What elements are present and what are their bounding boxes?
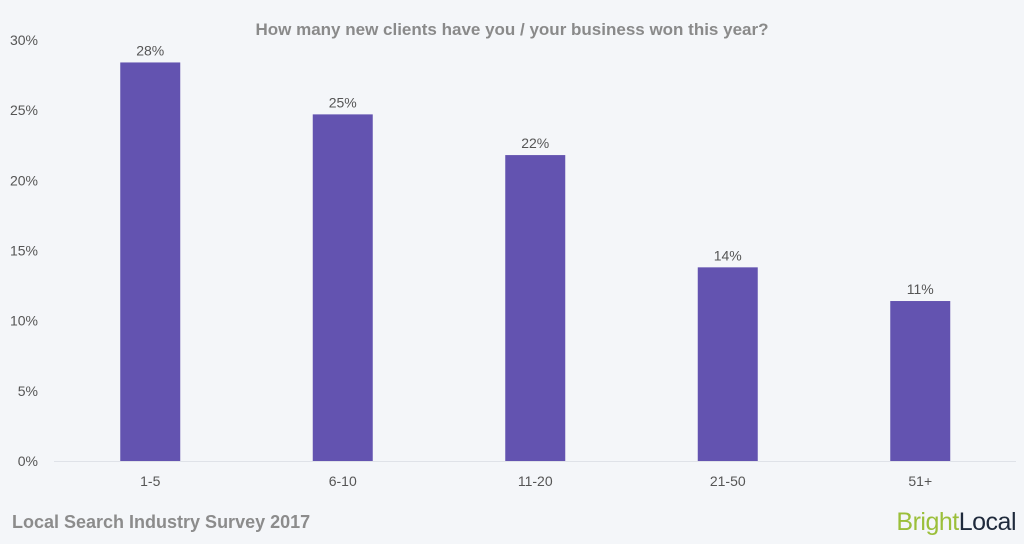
- y-tick-label: 10%: [10, 313, 38, 329]
- y-tick-label: 25%: [10, 102, 38, 118]
- bar-6-10: [312, 114, 373, 462]
- bar-1-5: [120, 62, 181, 461]
- data-label: 28%: [136, 42, 164, 58]
- x-tick-label: 21-50: [710, 473, 746, 489]
- brightlocal-logo: BrightLocal: [896, 508, 1016, 536]
- x-tick-label: 1-5: [140, 473, 160, 489]
- bar-21-50: [697, 267, 758, 461]
- survey-source: Local Search Industry Survey 2017: [12, 512, 311, 532]
- data-label: 25%: [329, 94, 357, 110]
- y-tick-label: 5%: [18, 383, 38, 399]
- y-tick-label: 20%: [10, 172, 38, 188]
- data-label: 14%: [714, 247, 742, 263]
- data-label: 22%: [521, 135, 549, 151]
- x-tick-label: 51+: [908, 473, 932, 489]
- chart-title: How many new clients have you / your bus…: [255, 20, 769, 39]
- bar-51+: [890, 301, 951, 461]
- x-tick-label: 6-10: [329, 473, 357, 489]
- x-tick-label: 11-20: [518, 473, 553, 489]
- y-tick-label: 0%: [18, 453, 38, 469]
- bar-11-20: [505, 155, 566, 461]
- y-tick-label: 30%: [10, 32, 38, 48]
- data-label: 11%: [907, 281, 934, 297]
- y-tick-label: 15%: [10, 243, 38, 259]
